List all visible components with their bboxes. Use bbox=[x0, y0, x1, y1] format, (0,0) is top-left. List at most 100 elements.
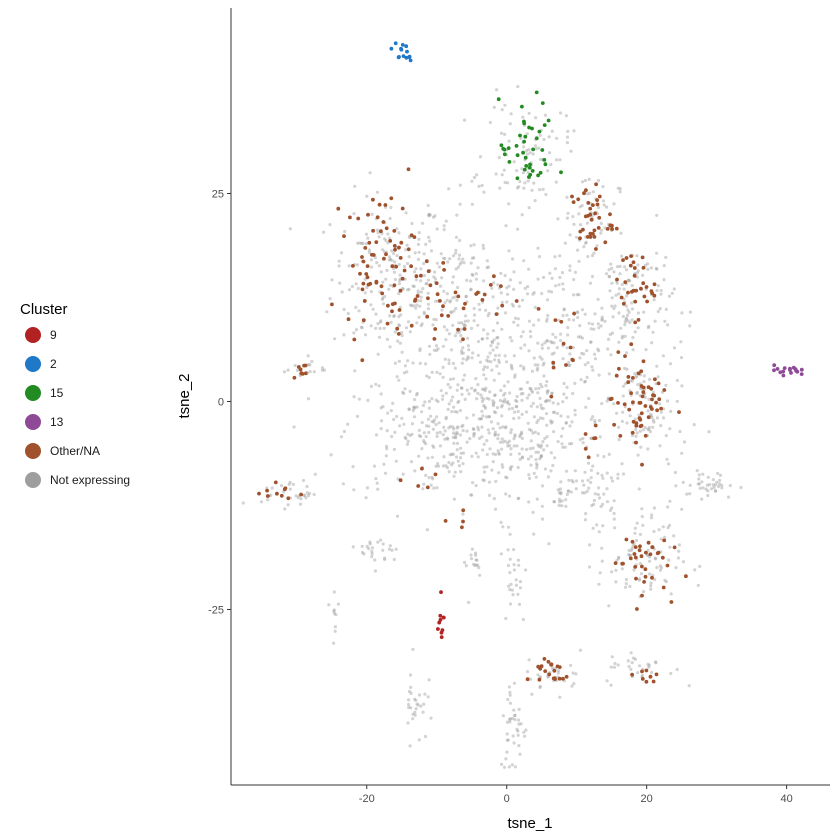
data-point bbox=[645, 299, 649, 304]
data-point bbox=[511, 287, 516, 291]
data-point bbox=[461, 519, 465, 524]
data-point bbox=[418, 304, 422, 308]
data-point bbox=[657, 528, 661, 532]
data-point bbox=[384, 226, 389, 231]
data-point bbox=[424, 434, 428, 439]
data-point bbox=[500, 303, 505, 308]
data-point bbox=[548, 271, 552, 275]
data-point bbox=[525, 152, 530, 156]
data-point bbox=[662, 264, 666, 268]
data-point bbox=[457, 257, 461, 261]
data-point bbox=[486, 355, 490, 359]
data-point bbox=[508, 602, 513, 606]
data-point bbox=[593, 436, 598, 440]
data-point bbox=[472, 175, 476, 180]
data-point bbox=[679, 340, 683, 344]
data-point bbox=[548, 151, 552, 155]
data-point bbox=[499, 291, 503, 295]
data-point bbox=[709, 487, 714, 491]
data-point bbox=[607, 604, 611, 608]
data-point bbox=[596, 453, 600, 457]
data-point bbox=[460, 361, 464, 365]
data-point bbox=[795, 369, 800, 374]
data-point bbox=[416, 484, 421, 488]
data-point bbox=[447, 460, 451, 465]
data-point bbox=[529, 439, 533, 443]
data-point bbox=[652, 506, 657, 510]
data-point bbox=[465, 388, 469, 392]
data-point bbox=[491, 460, 495, 464]
data-point bbox=[515, 399, 519, 403]
data-point bbox=[381, 220, 386, 224]
data-point bbox=[427, 476, 431, 480]
data-point bbox=[410, 221, 414, 226]
data-point bbox=[568, 264, 572, 268]
data-point bbox=[414, 707, 418, 711]
data-point bbox=[554, 180, 558, 184]
data-point bbox=[534, 136, 539, 141]
data-point bbox=[530, 390, 535, 394]
data-point bbox=[697, 477, 701, 481]
data-point bbox=[397, 323, 401, 327]
data-point bbox=[385, 337, 389, 341]
data-point bbox=[556, 671, 560, 675]
data-point bbox=[675, 667, 679, 672]
data-point bbox=[449, 424, 453, 429]
data-point bbox=[409, 460, 414, 464]
data-point bbox=[564, 498, 568, 502]
data-point bbox=[348, 215, 352, 220]
data-point bbox=[455, 410, 459, 414]
data-point bbox=[546, 169, 550, 173]
data-point bbox=[527, 658, 531, 662]
data-point bbox=[597, 326, 601, 330]
data-point bbox=[648, 377, 652, 382]
data-point bbox=[538, 416, 543, 420]
data-point bbox=[537, 444, 541, 448]
data-point bbox=[306, 363, 311, 367]
data-point bbox=[518, 179, 522, 184]
data-point bbox=[477, 302, 481, 306]
data-point bbox=[605, 487, 609, 491]
data-point bbox=[583, 518, 588, 522]
data-point bbox=[578, 648, 583, 652]
data-point bbox=[512, 437, 516, 441]
data-point bbox=[490, 286, 494, 290]
data-point bbox=[550, 276, 554, 280]
data-point bbox=[636, 311, 641, 315]
data-point bbox=[610, 223, 614, 228]
data-point bbox=[390, 434, 394, 439]
data-point bbox=[516, 592, 520, 596]
data-point bbox=[677, 543, 682, 547]
data-point bbox=[385, 444, 389, 448]
data-point bbox=[497, 451, 501, 455]
data-point bbox=[692, 423, 696, 427]
data-point bbox=[360, 544, 364, 548]
data-point bbox=[346, 422, 350, 426]
data-point bbox=[398, 341, 402, 345]
data-point bbox=[392, 314, 396, 318]
data-point bbox=[614, 580, 618, 584]
data-point bbox=[451, 425, 455, 429]
data-point bbox=[560, 271, 565, 275]
data-point bbox=[439, 284, 443, 288]
data-point bbox=[367, 547, 371, 551]
data-point bbox=[449, 399, 453, 403]
data-point bbox=[352, 337, 357, 342]
data-point bbox=[633, 555, 638, 560]
data-point bbox=[600, 317, 604, 321]
data-point bbox=[648, 430, 653, 434]
data-point bbox=[623, 585, 628, 589]
data-point bbox=[656, 309, 660, 314]
data-point bbox=[680, 507, 684, 511]
data-point bbox=[372, 464, 377, 468]
data-point bbox=[373, 569, 377, 573]
data-point bbox=[640, 669, 644, 674]
data-point bbox=[566, 211, 570, 215]
data-point bbox=[636, 453, 640, 457]
data-point bbox=[545, 435, 549, 439]
data-point bbox=[528, 447, 532, 451]
data-point bbox=[533, 305, 537, 309]
data-point bbox=[504, 360, 509, 364]
data-point bbox=[520, 104, 524, 109]
